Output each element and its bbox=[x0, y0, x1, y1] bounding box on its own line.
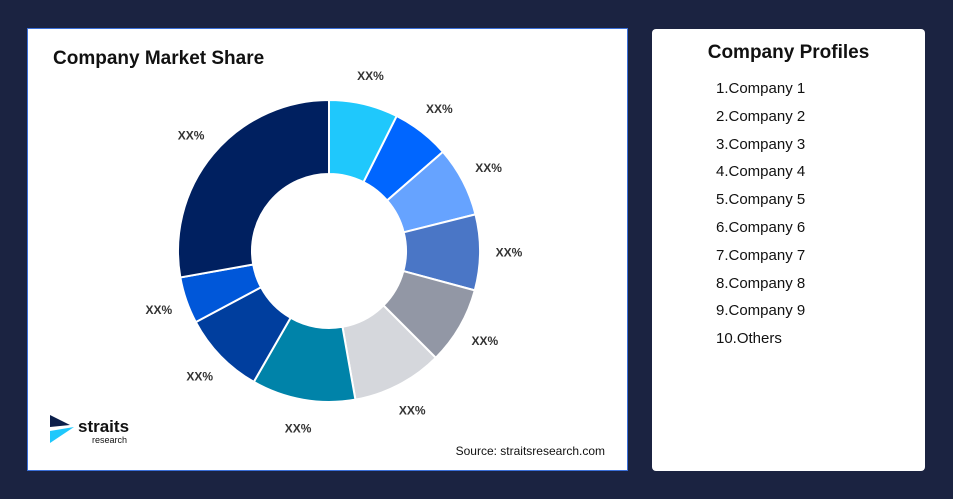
slice-label: XX% bbox=[186, 369, 213, 383]
slice-label: XX% bbox=[146, 303, 173, 317]
slice-label: XX% bbox=[399, 404, 426, 418]
svg-text:research: research bbox=[92, 435, 127, 445]
donut-chart: XX% XX% XX% XX% XX% XX% XX% XX% XX% XX% bbox=[146, 69, 523, 435]
profiles-list: 1.Company 1 2.Company 2 3.Company 3 4.Compa… bbox=[716, 80, 925, 358]
slice-label: XX% bbox=[357, 69, 384, 83]
profile-item: 5.Company 5 bbox=[716, 191, 806, 209]
chart-title: Company Market Share bbox=[53, 48, 265, 69]
profile-item: 3.Company 3 bbox=[716, 135, 806, 153]
svg-text:straits: straits bbox=[78, 417, 129, 436]
slice-label: XX% bbox=[426, 102, 453, 116]
source-text: Source: straitsresearch.com bbox=[455, 444, 605, 458]
straits-logo: straits research bbox=[48, 413, 138, 452]
profile-item: 7.Company 7 bbox=[716, 246, 806, 264]
company-profiles-panel: Company Profiles 1.Company 1 2.Company 2 3… bbox=[652, 29, 925, 471]
profile-item: 9.Company 9 bbox=[716, 302, 806, 320]
slice-label: XX% bbox=[285, 421, 312, 435]
profile-item: 4.Company 4 bbox=[716, 163, 806, 181]
slice-label: XX% bbox=[471, 334, 498, 348]
slice-label: XX% bbox=[496, 246, 523, 260]
profile-item: 1.Company 1 bbox=[716, 80, 806, 97]
logo-icon: straits research bbox=[50, 415, 129, 445]
profile-item: 8.Company 8 bbox=[716, 274, 806, 292]
profile-item: 6.Company 6 bbox=[716, 218, 806, 236]
profile-item: 2.Company 2 bbox=[716, 107, 806, 125]
profile-item: 10.Others bbox=[716, 330, 782, 348]
profiles-title: Company Profiles bbox=[707, 42, 870, 63]
market-share-panel: XX% XX% XX% XX% XX% XX% XX% XX% XX% XX% Company M… bbox=[27, 28, 628, 471]
slice-label: XX% bbox=[178, 128, 205, 142]
donut-slice bbox=[177, 98, 330, 279]
slice-label: XX% bbox=[475, 161, 502, 175]
